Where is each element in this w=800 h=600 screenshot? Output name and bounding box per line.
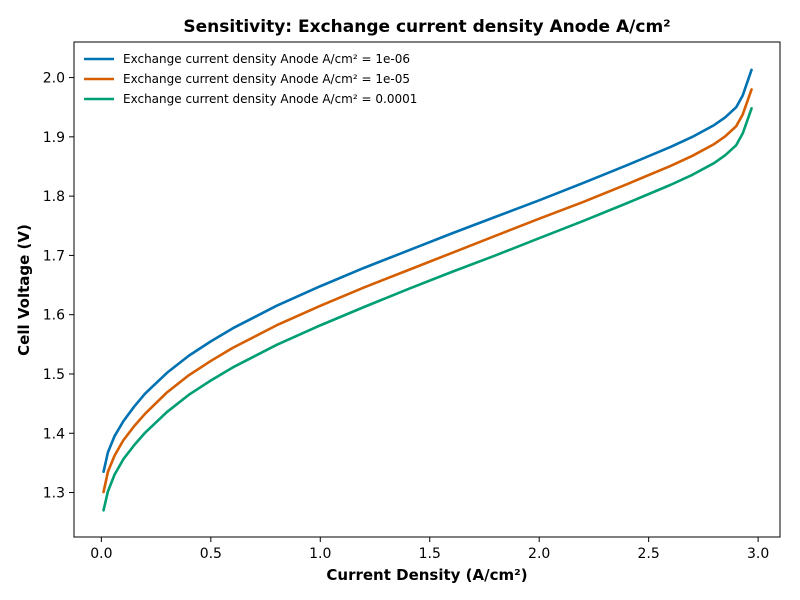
x-tick-label: 3.0 [747, 546, 769, 562]
x-tick-label: 0.0 [90, 546, 112, 562]
series-line-2 [102, 88, 753, 494]
plot-area: 0.0 0.5 1.0 1.5 2.0 2.5 3.0 1.3 1.4 1.5 1.6 1.7 1.8 1… [43, 41, 781, 562]
y-tick-label: 1.4 [43, 426, 65, 442]
plot-frame [73, 41, 781, 538]
x-tick-label: 1.5 [419, 546, 441, 562]
y-tick-label: 1.5 [43, 367, 65, 383]
legend: Exchange current density Anode A/cm² = 1… [84, 52, 417, 106]
series-line-3 [102, 107, 753, 512]
series-line-1 [102, 68, 753, 474]
y-tick-label: 1.9 [43, 130, 65, 146]
y-tick-label: 1.8 [43, 189, 65, 205]
x-tick-label: 1.0 [309, 546, 331, 562]
y-tick-label: 1.7 [43, 248, 65, 264]
chart-title: Sensitivity: Exchange current density An… [183, 17, 670, 37]
legend-label: Exchange current density Anode A/cm² = 0… [123, 92, 417, 106]
x-tick-label: 2.5 [638, 546, 660, 562]
x-axis-title: Current Density (A/cm²) [326, 566, 527, 584]
legend-label: Exchange current density Anode A/cm² = 1… [123, 52, 410, 66]
y-tick-label: 2.0 [43, 71, 65, 87]
x-tick-label: 2.0 [528, 546, 550, 562]
x-tick-label: 0.5 [200, 546, 222, 562]
y-tick-label: 1.6 [43, 308, 65, 324]
legend-label: Exchange current density Anode A/cm² = 1… [123, 72, 410, 86]
y-tick-label: 1.3 [43, 486, 65, 502]
y-axis-title: Cell Voltage (V) [15, 224, 33, 356]
